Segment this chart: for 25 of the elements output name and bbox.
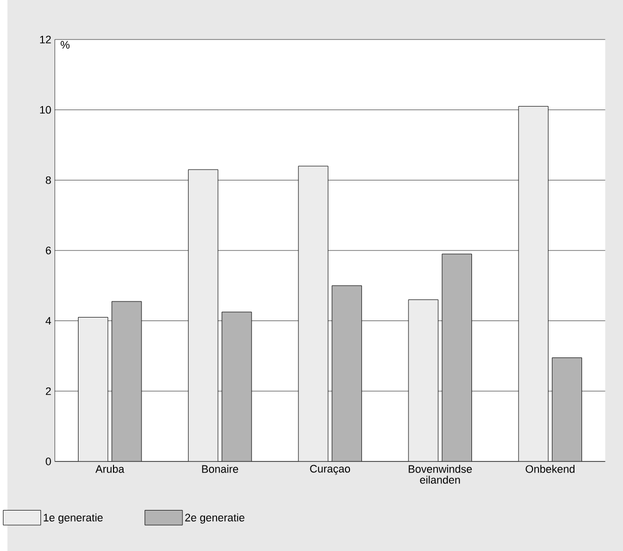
y-tick-label: 12: [40, 36, 51, 44]
y-axis-title: %: [60, 40, 70, 48]
y-tick-label: 2: [46, 387, 51, 395]
bar: [408, 299, 438, 462]
bar: [298, 166, 328, 462]
bar: [332, 285, 362, 462]
bar: [442, 254, 472, 462]
bar: [78, 316, 108, 462]
y-tick-label: 4: [46, 316, 52, 324]
x-tick-label: Curaçao: [310, 464, 350, 475]
y-tick-label: 8: [46, 176, 51, 184]
y-tick-label: 6: [46, 246, 51, 254]
bar: [518, 106, 548, 462]
x-tick-label: Bonaire: [202, 464, 238, 473]
y-tick-label: 0: [46, 457, 51, 466]
legend-label: 2e generatie: [185, 513, 244, 524]
x-tick-label: Onbekend: [526, 464, 574, 473]
y-tick-label: 10: [40, 106, 51, 114]
bar: [188, 169, 218, 462]
x-tick-label: Bovenwindse eilanden: [408, 464, 472, 484]
bar: [552, 357, 582, 462]
bar: [112, 301, 142, 462]
legend-label: 1e generatie: [44, 513, 103, 524]
x-tick-label: Aruba: [95, 464, 124, 473]
bar: [222, 312, 252, 462]
